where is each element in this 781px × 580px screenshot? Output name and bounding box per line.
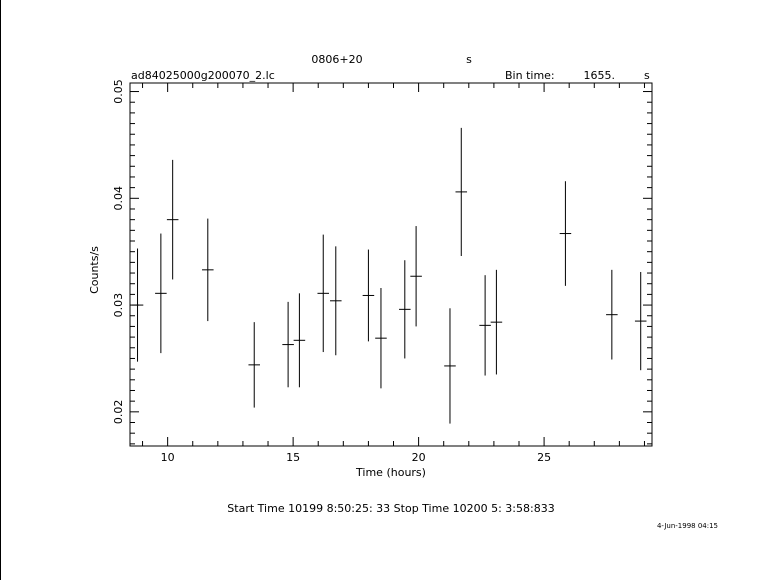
data-point	[282, 301, 294, 388]
source-title: 0806+20	[311, 53, 362, 66]
data-point	[248, 322, 260, 408]
y-axis-label: Counts/s	[88, 246, 101, 294]
x-axis-label: Time (hours)	[355, 466, 426, 479]
start-stop-time: Start Time 10199 8:50:25: 33 Stop Time 1…	[227, 502, 554, 515]
y-tick-label: 0.04	[112, 186, 125, 211]
x-tick-label: 25	[537, 451, 551, 464]
data-point	[362, 249, 375, 342]
x-tick-label: 10	[161, 451, 175, 464]
y-tick-label: 0.05	[112, 79, 125, 104]
data-point	[166, 159, 179, 280]
bin-time-value: 1655.	[584, 69, 616, 82]
data-point	[455, 127, 468, 256]
data-point	[606, 269, 618, 360]
data-point	[399, 260, 411, 359]
x-tick-label: 15	[286, 451, 300, 464]
plot-frame	[129, 82, 653, 447]
title-unit: s	[466, 53, 472, 66]
bin-time-unit: s	[644, 69, 650, 82]
plot-date: 4-Jun-1998 04:15	[657, 522, 718, 530]
data-point	[202, 218, 214, 322]
data-point	[155, 233, 167, 354]
data-point	[634, 271, 647, 371]
data-point	[317, 234, 330, 353]
file-name: ad84025000g200070_2.lc	[131, 69, 275, 82]
y-tick-label: 0.03	[112, 293, 125, 318]
data-point	[131, 248, 144, 362]
data-point	[444, 308, 456, 424]
x-tick-label: 20	[412, 451, 426, 464]
data-point	[490, 269, 503, 375]
y-tick-label: 0.02	[112, 400, 125, 425]
data-point	[410, 226, 422, 327]
data-point	[479, 275, 491, 376]
data-point	[375, 287, 387, 389]
axis-ticks: 10 15 20 25 0.02 0.03 0.04 0.05	[112, 79, 652, 464]
data-point	[293, 293, 306, 388]
data-point	[559, 181, 572, 286]
left-border	[0, 0, 1, 580]
bin-time-label: Bin time:	[505, 69, 555, 82]
data-points	[131, 127, 647, 424]
data-point	[330, 246, 342, 356]
